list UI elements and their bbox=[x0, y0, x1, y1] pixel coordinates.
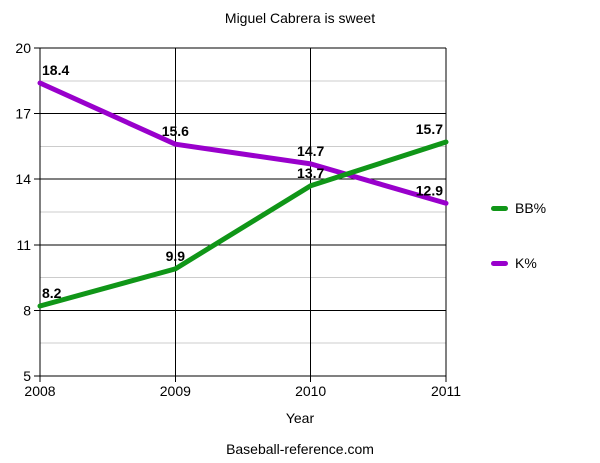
y-tick-label: 20 bbox=[15, 40, 31, 56]
data-label: 13.7 bbox=[297, 165, 324, 181]
source-attribution: Baseball-reference.com bbox=[226, 441, 374, 457]
y-tick-label: 17 bbox=[15, 106, 31, 122]
bb-pct-color-swatch-icon bbox=[491, 205, 508, 211]
legend: BB% K% bbox=[491, 0, 591, 463]
y-tick-label: 11 bbox=[16, 237, 31, 253]
y-tick-label: 8 bbox=[23, 302, 31, 318]
k-pct-color-swatch-icon bbox=[491, 260, 508, 266]
x-tick-label: 2008 bbox=[24, 383, 55, 399]
chart-title: Miguel Cabrera is sweet bbox=[224, 10, 376, 26]
legend-label-bb-pct: BB% bbox=[515, 200, 547, 216]
legend-label-k-pct: K% bbox=[515, 255, 537, 271]
data-label: 18.4 bbox=[42, 62, 69, 78]
data-label: 12.9 bbox=[416, 182, 443, 198]
data-label: 15.6 bbox=[162, 123, 189, 139]
legend-item-k-pct: K% bbox=[491, 255, 537, 271]
data-label: 8.2 bbox=[42, 285, 62, 301]
x-tick-label: 2011 bbox=[431, 383, 461, 399]
y-tick-label: 14 bbox=[15, 171, 31, 187]
y-tick-label: 5 bbox=[23, 368, 31, 384]
data-label: 9.9 bbox=[166, 248, 186, 264]
x-tick-label: 2009 bbox=[160, 383, 191, 399]
series-line-k-pct bbox=[37, 80, 449, 206]
x-axis-title: Year bbox=[285, 410, 315, 426]
data-label: 15.7 bbox=[416, 121, 443, 137]
legend-item-bb-pct: BB% bbox=[491, 200, 546, 216]
data-label: 14.7 bbox=[297, 143, 324, 159]
x-tick-label: 2010 bbox=[295, 383, 326, 399]
series-line-bb-pct bbox=[37, 139, 449, 309]
